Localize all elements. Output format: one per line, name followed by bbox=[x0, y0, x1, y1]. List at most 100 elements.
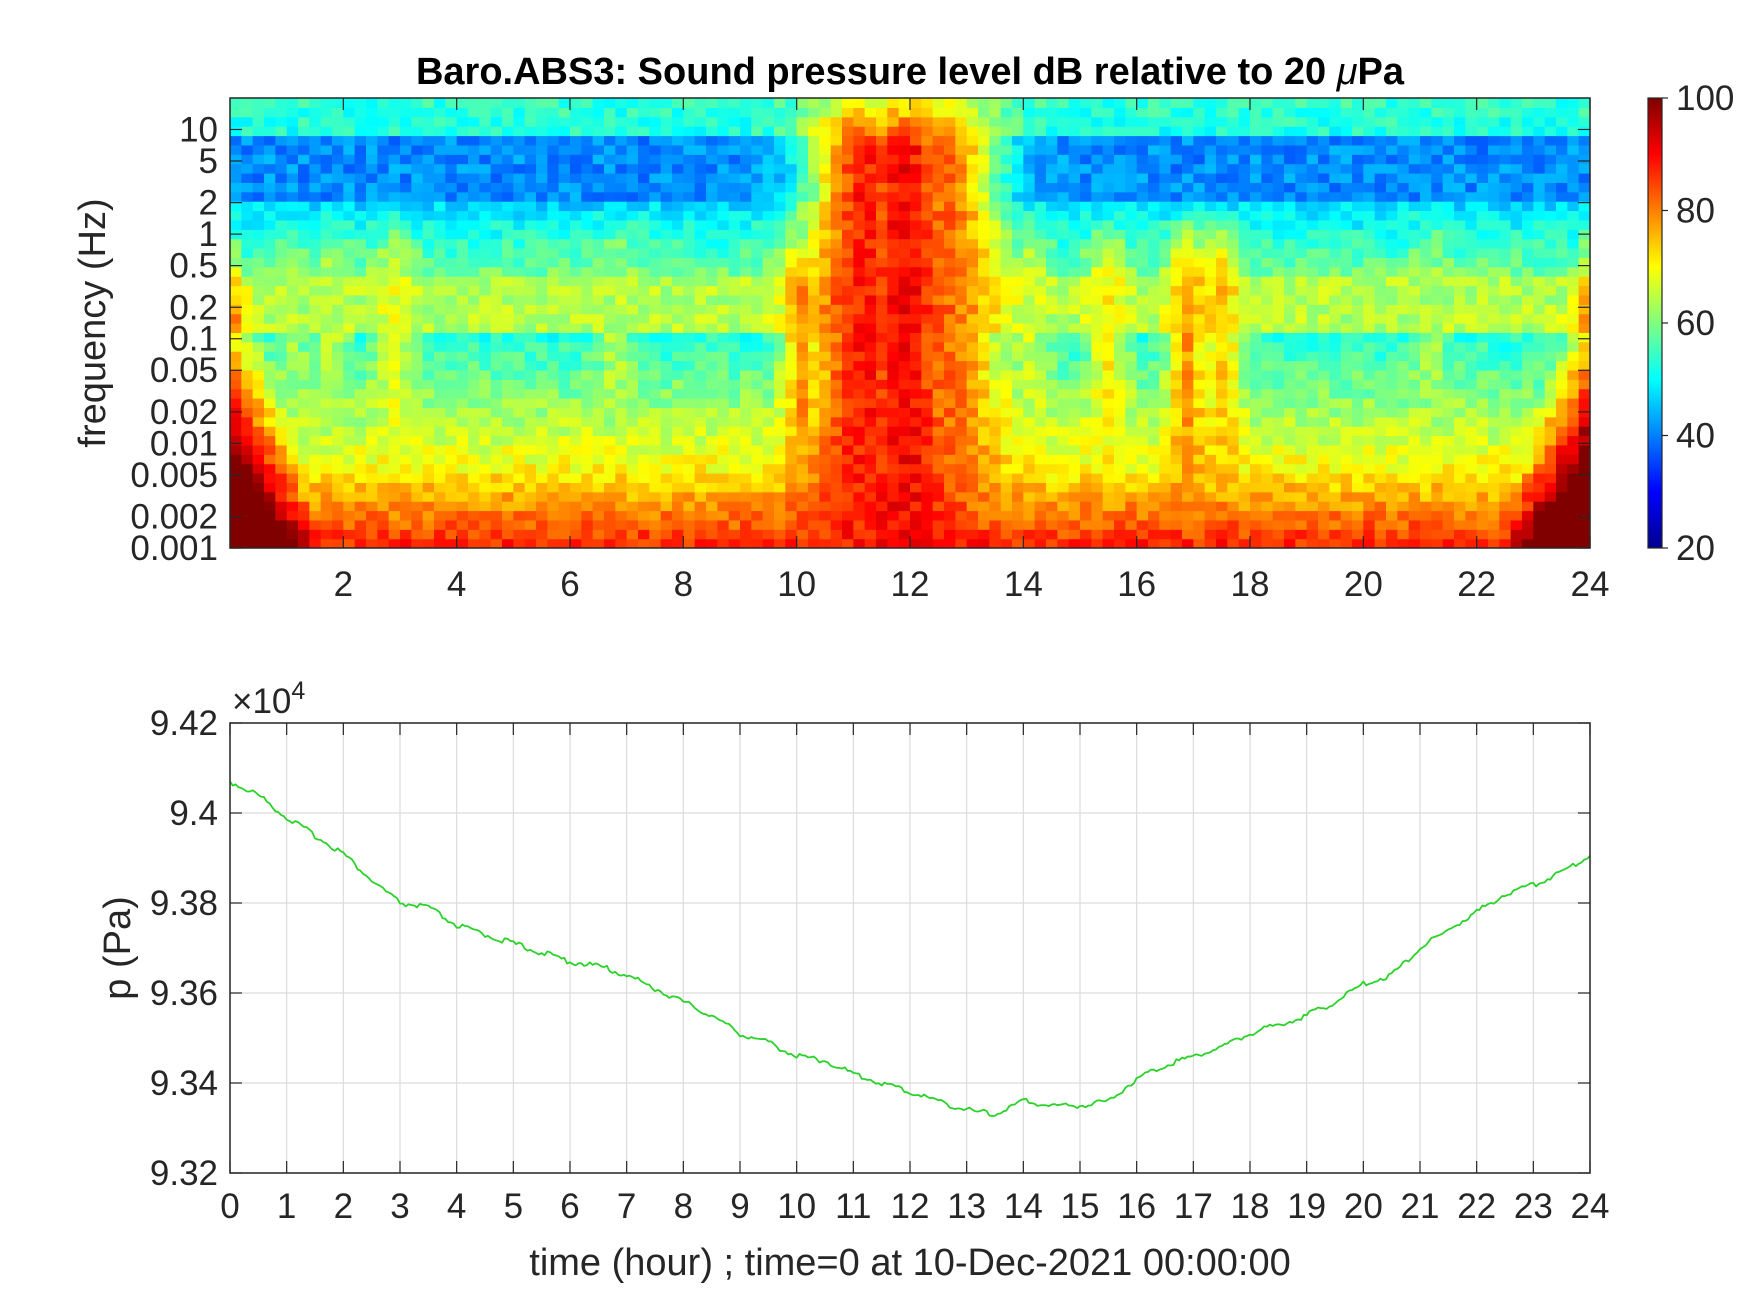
spectrogram-cell bbox=[1102, 219, 1115, 230]
spectrogram-cell bbox=[490, 276, 503, 287]
spectrogram-cell bbox=[1114, 182, 1126, 193]
spectrogram-cell bbox=[502, 435, 514, 446]
spectrogram-cell bbox=[1046, 416, 1058, 427]
spectrogram-cell bbox=[1250, 529, 1262, 540]
spectrogram-cell bbox=[1261, 351, 1274, 362]
spectrogram-cell bbox=[808, 463, 820, 474]
spectrogram-cell bbox=[1363, 444, 1376, 455]
spectrogram-cell bbox=[1272, 529, 1285, 540]
spectrogram-cell bbox=[842, 276, 854, 287]
spectrogram-cell bbox=[343, 135, 356, 146]
spectrogram-cell bbox=[468, 257, 480, 268]
spectrogram-cell bbox=[921, 416, 934, 427]
spectrogram-cell bbox=[400, 351, 412, 362]
spectrogram-cell bbox=[819, 201, 832, 212]
spectrogram-cell bbox=[411, 398, 424, 408]
spectrogram-cell bbox=[808, 501, 820, 512]
spectrogram-cell bbox=[513, 257, 526, 268]
spectrogram-cell bbox=[1148, 266, 1160, 277]
spectrogram-cell bbox=[626, 191, 639, 202]
spectrogram-cell bbox=[536, 454, 548, 465]
spectrogram-cell bbox=[558, 276, 571, 287]
spectrogram-cell bbox=[1374, 210, 1387, 221]
spectrogram-cell bbox=[366, 257, 378, 268]
spectrogram-cell bbox=[581, 351, 594, 362]
spectrogram-cell bbox=[1408, 538, 1421, 548]
spectrogram-cell bbox=[638, 444, 650, 455]
spectrogram-cell bbox=[377, 107, 390, 118]
spectrogram-cell bbox=[694, 229, 707, 240]
spectrogram-cell bbox=[1170, 304, 1183, 315]
spectrogram-cell bbox=[808, 332, 820, 343]
spectrogram-cell bbox=[320, 416, 333, 427]
spectrogram-cell bbox=[921, 257, 934, 268]
spectrogram-cell bbox=[694, 276, 707, 287]
spectrogram-cell bbox=[1352, 379, 1364, 390]
spectrogram-cell bbox=[298, 538, 310, 548]
spectrogram-cell bbox=[1136, 210, 1149, 221]
spectrogram-cell bbox=[672, 416, 684, 427]
spectrogram-cell bbox=[1216, 529, 1228, 540]
spectrogram-cell bbox=[1250, 107, 1262, 118]
spectrogram-cell bbox=[502, 229, 514, 240]
spectrogram-cell bbox=[1374, 98, 1387, 108]
spectrogram-cell bbox=[1148, 360, 1160, 371]
spectrogram-cell bbox=[1397, 144, 1410, 155]
spectrogram-cell bbox=[604, 351, 616, 362]
spectrogram-cell bbox=[400, 98, 412, 108]
spectrogram-cell bbox=[558, 116, 571, 127]
spectrogram-cell bbox=[1318, 407, 1330, 418]
spectrogram-cell bbox=[808, 519, 820, 530]
spectrogram-cell bbox=[717, 519, 730, 530]
spectrogram-cell bbox=[286, 398, 299, 408]
spectrogram-cell bbox=[774, 351, 786, 362]
spectrogram-cell bbox=[388, 426, 401, 437]
spectrogram-cell bbox=[456, 229, 469, 240]
spectrogram-cell bbox=[1125, 416, 1138, 427]
spectrogram-cell bbox=[1284, 135, 1296, 146]
spectrogram-cell bbox=[944, 135, 956, 146]
spectrogram-cell bbox=[898, 248, 911, 258]
spectrogram-cell bbox=[547, 360, 560, 371]
spectrogram-cell bbox=[264, 304, 276, 315]
spectrogram-cell bbox=[1182, 323, 1194, 333]
spectrogram-cell bbox=[343, 210, 356, 221]
spectrogram-cell bbox=[366, 210, 378, 221]
spectrogram-cell bbox=[1397, 191, 1410, 202]
spectrogram-cell bbox=[1363, 107, 1376, 118]
spectrogram-cell bbox=[1318, 210, 1330, 221]
spectrogram-cell bbox=[672, 463, 684, 474]
spectrogram-cell bbox=[411, 416, 424, 427]
spectrogram-cell bbox=[320, 98, 333, 108]
spectrogram-cell bbox=[774, 444, 786, 455]
spectrogram-cell bbox=[1216, 116, 1228, 127]
spectrogram-cell bbox=[298, 473, 310, 483]
spectrogram-cell bbox=[1091, 529, 1104, 540]
spectrogram-cell bbox=[1102, 154, 1115, 165]
spectrogram-cell bbox=[264, 323, 276, 333]
spectrogram-cell bbox=[1250, 519, 1262, 530]
spectrogram-cell bbox=[490, 491, 503, 502]
spectrogram-cell bbox=[932, 473, 945, 483]
spectrogram-cell bbox=[774, 98, 786, 108]
spectrogram-cell bbox=[966, 538, 979, 548]
spectrogram-cell bbox=[422, 482, 435, 493]
spectrogram-cell bbox=[581, 313, 594, 324]
spectrogram-cell bbox=[343, 463, 356, 474]
spectrogram-cell bbox=[343, 332, 356, 343]
spectrogram-cell bbox=[1136, 163, 1149, 174]
spectrogram-cell bbox=[1114, 369, 1126, 380]
spectrogram-cell bbox=[558, 98, 571, 108]
spectrogram-cell bbox=[819, 388, 832, 399]
spectrogram-cell bbox=[1034, 135, 1047, 146]
spectrogram-cell bbox=[626, 510, 639, 521]
spectrogram-cell bbox=[1102, 444, 1115, 455]
spectrogram-cell bbox=[626, 416, 639, 427]
spectrogram-cell bbox=[1068, 304, 1081, 315]
spectrogram-cell bbox=[1397, 210, 1410, 221]
spectrogram-cell bbox=[490, 416, 503, 427]
spectrogram-cell bbox=[808, 135, 820, 146]
spectrogram-cell bbox=[864, 210, 877, 221]
spectrogram-cell bbox=[1114, 276, 1126, 287]
spectrogram-cell bbox=[1204, 276, 1217, 287]
